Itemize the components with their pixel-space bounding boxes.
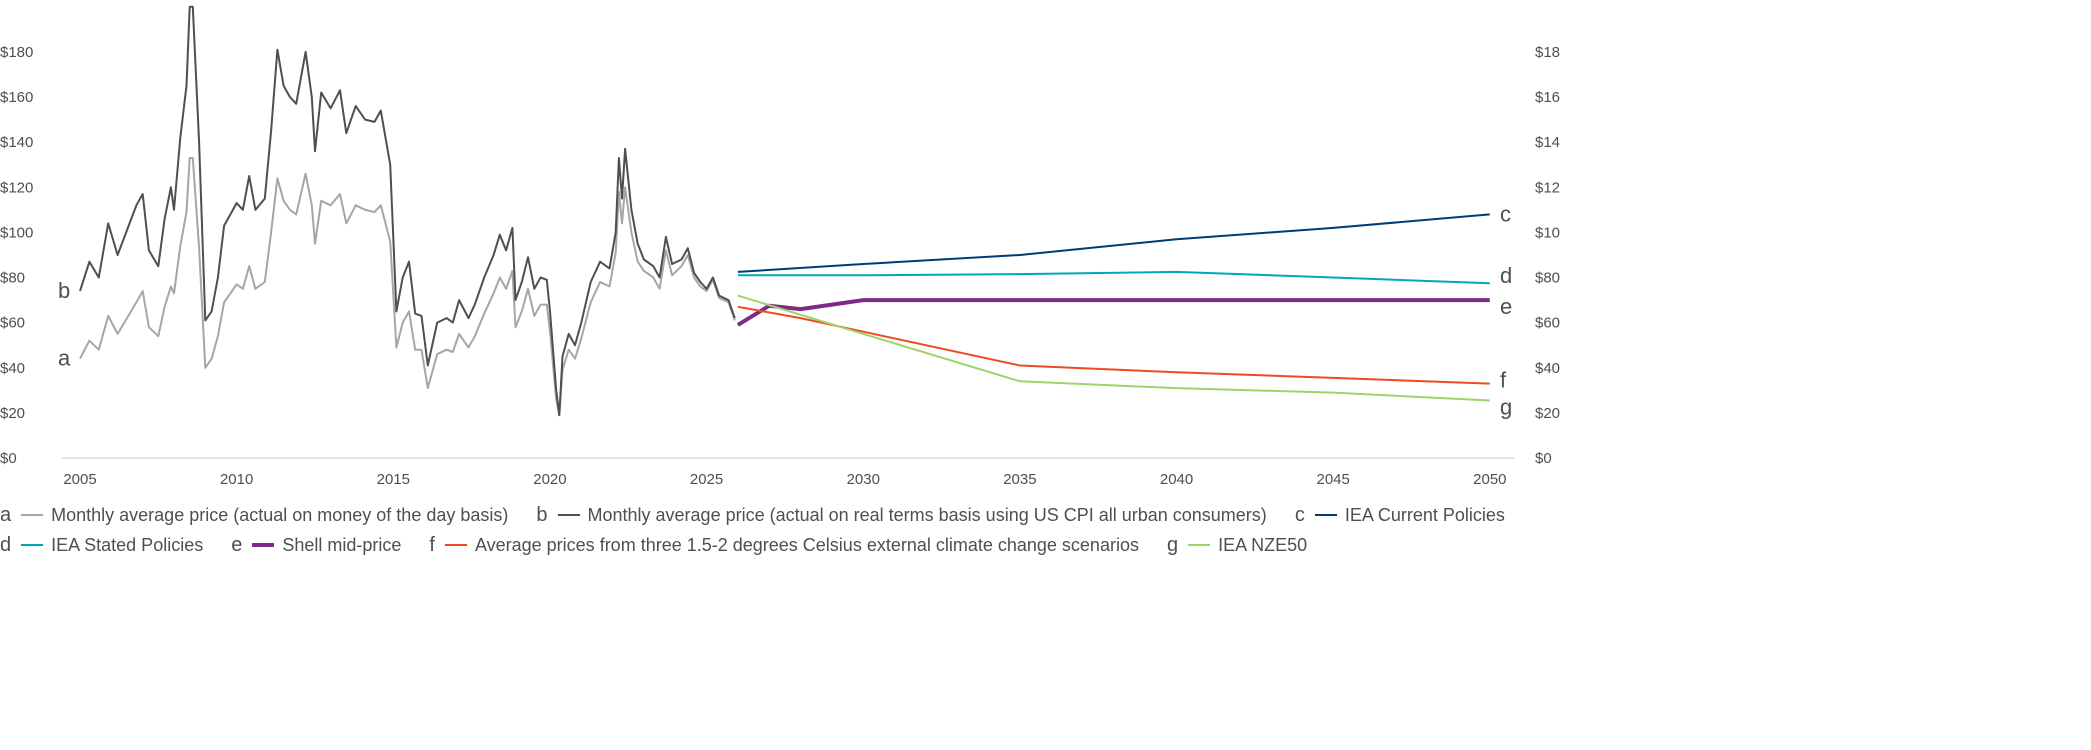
legend-letter: f [429,533,435,556]
y-tick-label-left: $140 [0,134,33,151]
series-end-label-f: f [1500,368,1507,393]
legend-letter: c [1294,503,1305,526]
y-tick-label-left: $20 [0,405,25,422]
y-tick-label-left: $80 [0,270,25,287]
series-end-label-b: b [58,278,70,303]
y-tick-label-left: $180 [0,44,33,61]
series-end-label-c: c [1500,201,1511,226]
y-tick-label-left: $40 [0,360,25,377]
legend-item-g: g IEA NZE50 [1167,534,1307,557]
y-tick-label-right: $180 [1535,44,1560,61]
y-tick-label-left: $0 [0,450,17,467]
y-tick-label-left: $120 [0,179,33,196]
y-tick-label-right: $100 [1535,224,1560,241]
series-line-d [737,270,1490,285]
y-tick-label-right: $140 [1535,134,1560,151]
x-tick-label: 2035 [1003,471,1036,488]
x-tick-label: 2045 [1317,471,1350,488]
y-tick-label-right: $120 [1535,179,1560,196]
legend-swatch [557,514,580,516]
y-tick-label-left: $160 [0,89,33,106]
y-tick-label-right: $80 [1535,270,1560,287]
legend-swatch [21,544,44,546]
legend-label: IEA NZE50 [1218,534,1308,555]
x-tick-label: 2010 [220,471,253,488]
legend-swatch [252,543,275,547]
y-tick-label-right: $40 [1535,360,1560,377]
legend-letter: b [536,503,548,526]
legend-label: Average prices from three 1.5-2 degrees … [474,534,1139,555]
y-tick-label-left: $100 [0,224,33,241]
legend-letter: d [0,533,12,556]
legend-row-1: a Monthly average price (actual on money … [0,500,2091,530]
x-tick-label: 2025 [690,471,723,488]
x-tick-label: 2015 [377,471,410,488]
series-end-label-e: e [1500,294,1512,319]
series-line-e [736,298,1490,327]
series-line-g [737,294,1490,402]
x-tick-label: 2030 [847,471,880,488]
legend-swatch [1188,544,1211,546]
series-line-f [737,305,1490,385]
legend-item-d: d IEA Stated Policies [0,534,203,557]
legend-label: Shell mid-price [282,534,402,555]
series-end-label-g: g [1500,394,1512,419]
x-tick-label: 2005 [63,471,96,488]
legend-label: IEA Stated Policies [51,534,204,555]
legend-item-b: b Monthly average price (actual on real t… [536,504,1266,527]
series-line-b [79,5,736,417]
legend-letter: g [1166,533,1179,556]
legend-item-c: c IEA Current Policies [1295,504,1505,527]
x-tick-label: 2050 [1473,471,1506,488]
y-tick-label-right: $160 [1535,89,1560,106]
legend-letter: e [231,533,243,556]
legend-label: IEA Current Policies [1344,504,1505,525]
y-tick-label-left: $60 [0,315,25,332]
series-line-a [79,157,736,417]
y-tick-label-right: $60 [1535,315,1560,332]
legend: a Monthly average price (actual on money … [0,500,2091,560]
y-tick-label-right: $20 [1535,405,1560,422]
legend-row-2: d IEA Stated Policies e Shell mid-price f Ave… [0,530,2091,560]
y-tick-label-right: $0 [1535,450,1552,467]
legend-swatch [1314,514,1337,516]
legend-swatch [444,544,467,546]
legend-label: Monthly average price (actual on money o… [51,504,509,525]
legend-letter: a [0,503,12,526]
legend-item-e: e Shell mid-price [231,534,401,557]
series-line-c [737,213,1490,273]
legend-item-f: f Average prices from three 1.5-2 degrees… [429,534,1139,557]
series-end-label-d: d [1500,263,1512,288]
x-tick-label: 2040 [1160,471,1193,488]
oil-price-chart: $0 $0 $20 $20 $40 $40 $60 $60 $80 $80 $100 $100 $120… [0,5,1560,488]
legend-item-a: a Monthly average price (actual on money … [0,504,508,527]
legend-label: Monthly average price (actual on real te… [587,504,1267,525]
series-end-label-a: a [58,346,71,371]
x-tick-label: 2020 [533,471,566,488]
legend-swatch [21,514,44,516]
